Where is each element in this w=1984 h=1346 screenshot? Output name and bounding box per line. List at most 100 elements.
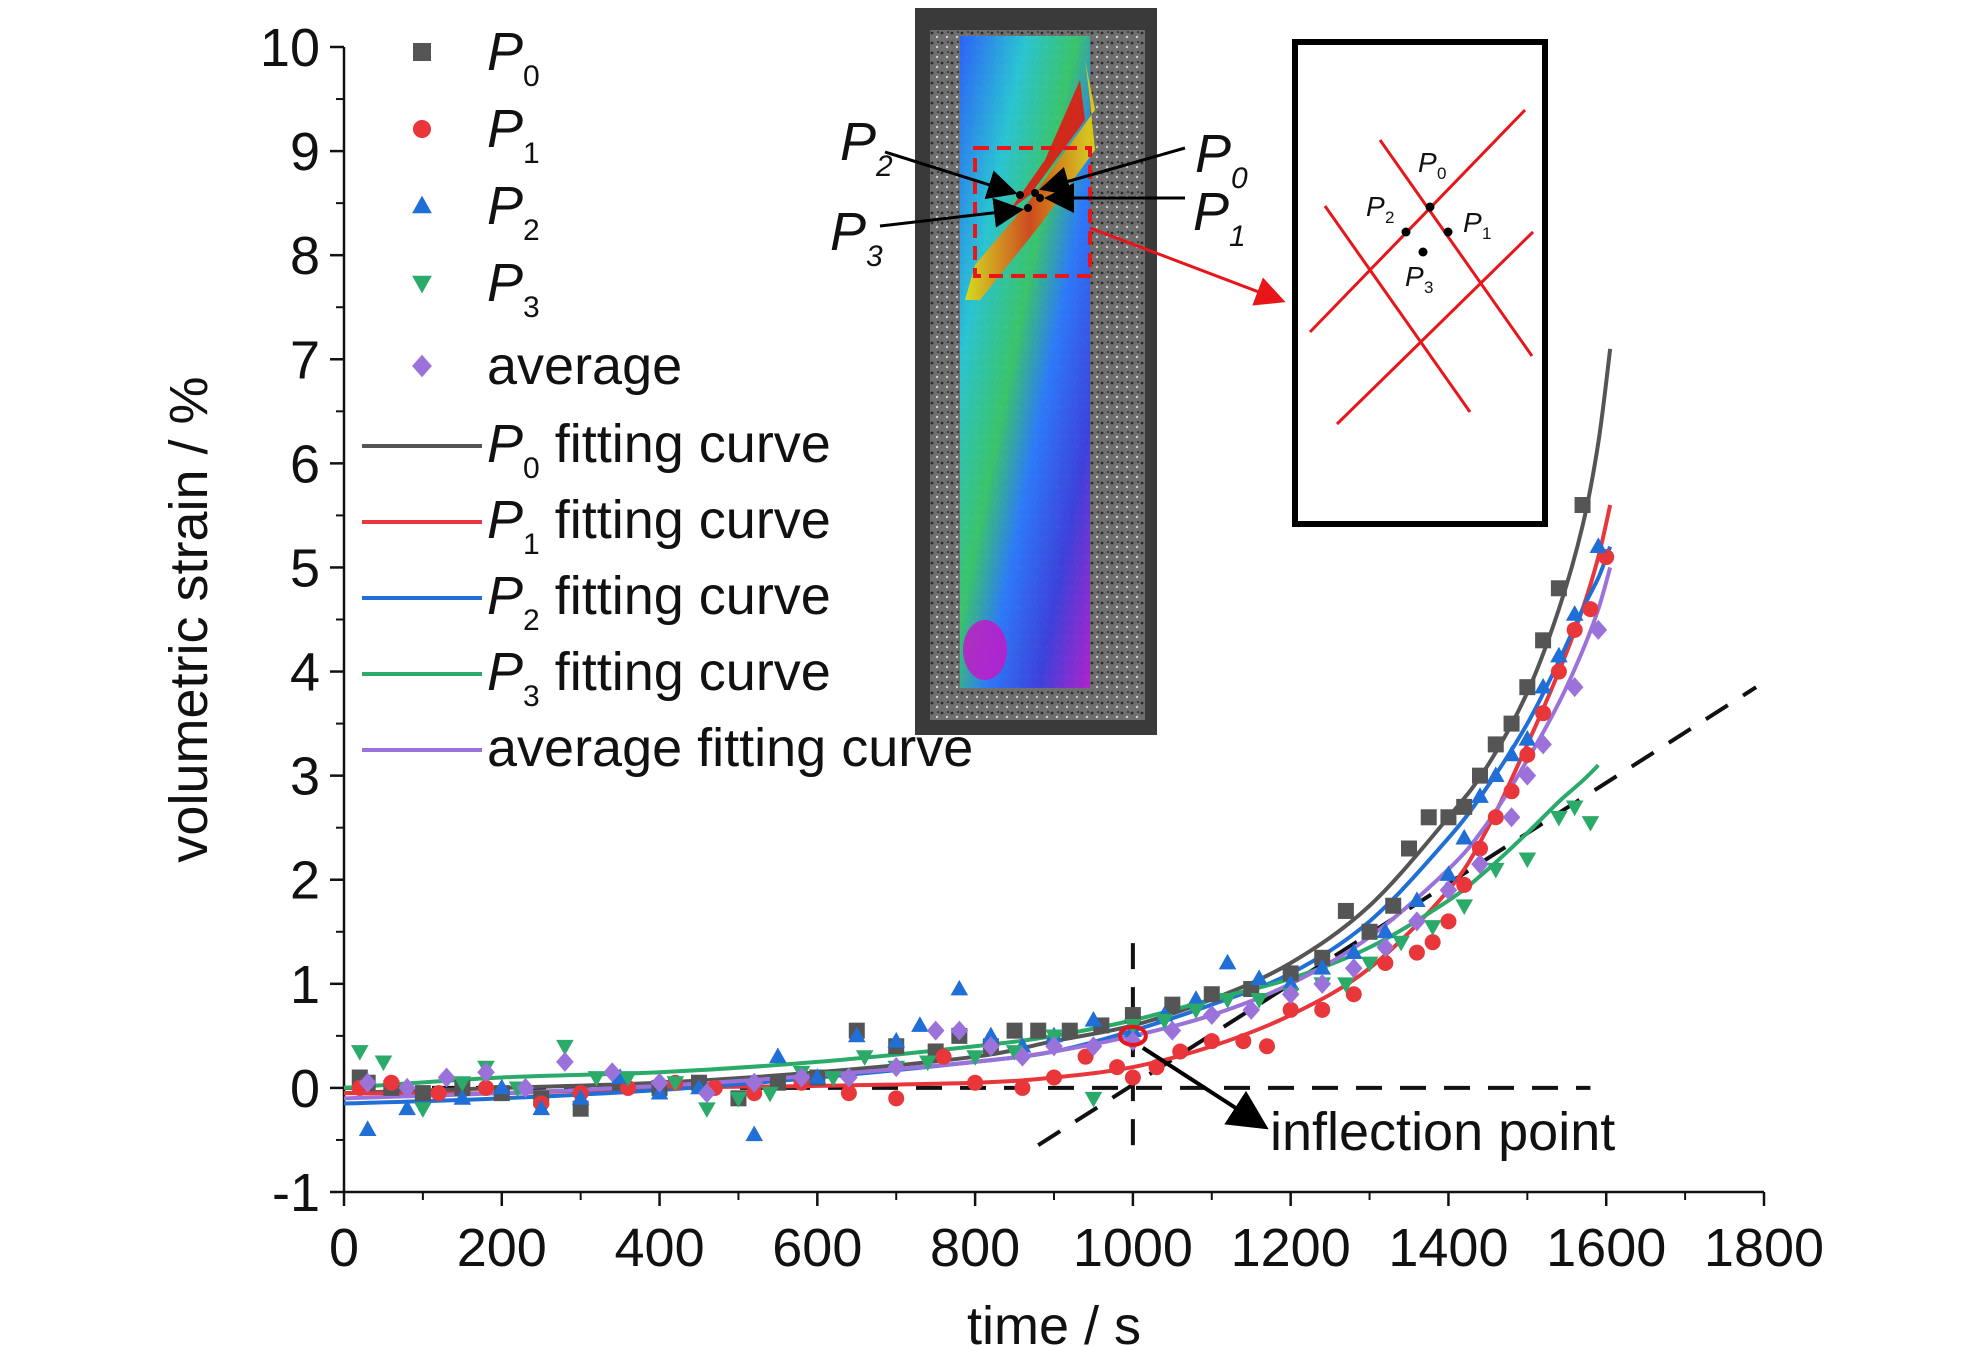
legend-label: P3 [487,253,540,324]
data-point-p3 [453,1076,472,1092]
inflection-point-label: inflection point [1270,1102,1615,1162]
zoom-label-sub: 0 [1437,164,1446,183]
band-line-1 [1378,139,1534,357]
data-point-p3 [619,1071,637,1087]
zoom-point-p2 [1401,227,1411,237]
legend-marker-square [413,43,431,61]
data-point-p0 [1030,1022,1047,1039]
data-point-p1 [1314,1001,1331,1018]
data-point-p1 [1519,746,1536,763]
data-point-p3 [556,1039,574,1056]
data-point-p1 [1456,876,1473,893]
data-point-average [1439,880,1458,901]
y-tick-label: 10 [260,18,320,78]
inset-label-p3: P3 [830,202,883,273]
data-point-p1 [967,1074,984,1091]
data-point-p3 [1005,1045,1024,1061]
zoom-connector-arrow [1089,226,1286,306]
zoom-labels: P 0P 2 P 1P 3 [1366,147,1491,297]
data-point-p0 [1314,949,1331,966]
data-markers [350,497,1615,1142]
data-point-average [1344,958,1363,979]
data-point-average [1242,999,1261,1020]
data-point-p3 [1423,920,1442,936]
inflection-arrow [1141,1046,1269,1130]
zoom-point-p0 [1425,202,1435,212]
data-point-p2 [950,979,969,996]
data-point-p2 [453,1089,472,1105]
data-point-p2 [887,1031,906,1048]
data-point-p1 [1259,1038,1275,1055]
data-point-average [1502,807,1521,828]
inset-label-p0: P0 [1195,124,1248,195]
data-point-p0 [1519,679,1536,696]
data-point-p2 [532,1099,551,1116]
data-point-p3 [1187,1003,1205,1020]
data-point-p0 [1550,580,1567,597]
data-point-p0 [1440,809,1457,826]
data-point-p1 [1345,986,1362,1003]
x-tick-label: 600 [772,1218,862,1278]
data-point-average [1013,1046,1032,1067]
data-point-p3 [1250,993,1268,1009]
data-point-p2 [1518,730,1537,746]
x-tick-label: 1800 [1704,1218,1824,1278]
data-point-average [887,1057,906,1078]
data-point-p2 [745,1125,764,1142]
data-point-p1 [1148,1059,1165,1076]
data-point-p2 [358,1120,377,1136]
data-point-p3 [966,1050,984,1066]
data-point-p1 [1203,1033,1220,1050]
data-point-p1 [1282,1001,1299,1018]
data-point-p3 [1518,852,1537,869]
data-point-p3 [729,1091,748,1108]
data-point-p0 [1361,923,1378,940]
data-point-p1 [383,1074,400,1091]
arrow-p2 [884,150,1018,200]
data-point-p3 [918,1055,937,1072]
data-point-p3 [587,1071,606,1087]
x-tick-label: 800 [930,1218,1020,1278]
data-point-average [1163,1020,1182,1041]
x-tick-label: 1400 [1388,1218,1508,1278]
data-point-average [1202,1005,1221,1026]
data-point-p3 [698,1102,716,1118]
inflection-annotation: inflection point [1117,1024,1615,1162]
x-axis-title: time / s [967,1296,1141,1346]
data-point-p0 [572,1100,589,1117]
zoom-region-box [973,146,1092,278]
inset-point-p2 [1016,191,1024,199]
data-point-p0 [1456,798,1473,815]
y-tick-label: 2 [290,851,320,911]
data-point-p1 [1046,1069,1062,1086]
y-tick-label: 1 [290,955,320,1015]
data-point-average [698,1083,716,1104]
data-point-p1 [1377,955,1394,971]
data-point-average [745,1072,764,1093]
data-point-p1 [1503,783,1520,800]
inset-point-p1 [1036,194,1044,202]
data-point-p1 [1535,705,1552,722]
inset-point-p0 [1031,189,1039,197]
arrow-p0 [1039,146,1186,196]
data-point-p0 [1503,715,1520,732]
data-point-average [1589,619,1608,640]
data-point-average [982,1036,1000,1057]
data-point-average [1565,677,1584,698]
shear-band [965,60,1095,300]
data-point-average [926,1020,945,1041]
legend-label: P0 fitting curve [487,414,831,485]
legend-marker-diamond [412,354,432,378]
legend-label: P2 fitting curve [487,566,831,637]
data-point-p1 [1566,621,1583,638]
data-point-p2 [911,1016,929,1032]
data-point-p2 [1281,974,1300,991]
zoom-label-sub: 3 [1424,278,1433,297]
legend-label: P2 [487,176,540,247]
zoom-label-p0: P [1418,147,1437,178]
data-point-average [603,1062,622,1083]
data-point-p0 [1401,840,1417,857]
data-point-p1 [430,1085,447,1102]
